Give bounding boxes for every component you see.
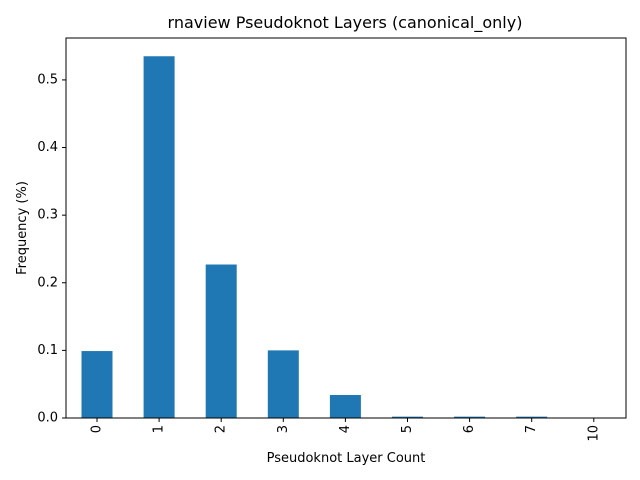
x-axis-ticks: 0 1 2 3 4 5 6 7 10 [90, 418, 601, 442]
x-tick-label: 10 [586, 425, 601, 442]
x-tick-label: 5 [400, 425, 415, 433]
bar-4 [329, 395, 361, 418]
bar-7 [516, 416, 548, 418]
bar-2 [205, 264, 237, 418]
x-tick-label: 3 [276, 425, 291, 433]
x-tick-label: 6 [462, 425, 477, 433]
bars-group [81, 56, 610, 419]
x-tick-label: 0 [90, 425, 105, 433]
x-tick-label: 2 [214, 425, 229, 433]
bar-0 [81, 351, 113, 418]
bar-3 [267, 350, 299, 418]
y-tick-label: 0.5 [37, 72, 58, 87]
x-axis-label: Pseudoknot Layer Count [267, 451, 426, 466]
bar-1 [143, 56, 175, 419]
x-tick-label: 4 [338, 425, 353, 433]
bar-5 [392, 416, 423, 418]
plot-frame [65, 37, 627, 419]
y-axis-label: Frequency (%) [15, 181, 30, 275]
x-tick-label: 7 [524, 425, 539, 433]
y-tick-label: 0.2 [37, 275, 58, 290]
y-tick-label: 0.3 [37, 208, 58, 223]
y-tick-label: 0.1 [37, 343, 58, 358]
y-tick-label: 0.4 [37, 140, 58, 155]
y-axis-ticks: 0.0 0.1 0.2 0.3 0.4 0.5 [37, 72, 66, 426]
y-tick-label: 0.0 [37, 411, 58, 426]
x-tick-label: 1 [152, 425, 167, 433]
chart-title: rnaview Pseudoknot Layers (canonical_onl… [168, 13, 523, 33]
bar-6 [454, 416, 486, 418]
